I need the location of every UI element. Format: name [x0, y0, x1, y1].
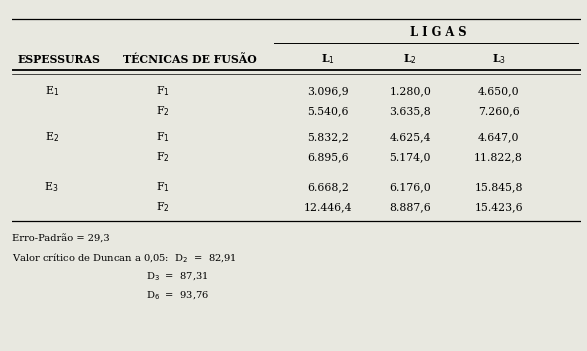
Text: 4.650,0: 4.650,0	[478, 87, 519, 97]
Text: 15.845,8: 15.845,8	[474, 182, 523, 192]
Text: 6.895,6: 6.895,6	[307, 152, 349, 162]
Text: F$_2$: F$_2$	[156, 105, 170, 118]
Text: L$_3$: L$_3$	[491, 52, 505, 66]
Text: L$_2$: L$_2$	[403, 52, 417, 66]
Text: 4.625,4: 4.625,4	[390, 132, 431, 142]
Text: 8.887,6: 8.887,6	[389, 202, 431, 212]
Text: 3.096,9: 3.096,9	[307, 87, 349, 97]
Text: ESPESSURAS: ESPESSURAS	[18, 54, 100, 65]
Text: 11.822,8: 11.822,8	[474, 152, 523, 162]
Text: F$_1$: F$_1$	[156, 85, 170, 99]
Text: 5.540,6: 5.540,6	[307, 106, 349, 117]
Text: 1.280,0: 1.280,0	[389, 87, 431, 97]
Text: 6.176,0: 6.176,0	[389, 182, 431, 192]
Text: Valor crítico de Duncan a 0,05:  D$_2$  =  82,91: Valor crítico de Duncan a 0,05: D$_2$ = …	[12, 251, 237, 265]
Text: E$_2$: E$_2$	[45, 130, 59, 144]
Text: D$_6$  =  93,76: D$_6$ = 93,76	[146, 290, 209, 302]
Text: F$_1$: F$_1$	[156, 130, 170, 144]
Text: 12.446,4: 12.446,4	[303, 202, 352, 212]
Text: 6.668,2: 6.668,2	[307, 182, 349, 192]
Text: 15.423,6: 15.423,6	[474, 202, 523, 212]
Text: 4.647,0: 4.647,0	[478, 132, 519, 142]
Text: E$_1$: E$_1$	[45, 85, 59, 99]
Text: L I G A S: L I G A S	[410, 26, 467, 39]
Text: 3.635,8: 3.635,8	[389, 106, 431, 117]
Text: TÉCNICAS DE FUSÃO: TÉCNICAS DE FUSÃO	[123, 54, 257, 65]
Text: L$_1$: L$_1$	[321, 52, 335, 66]
Text: F$_1$: F$_1$	[156, 180, 170, 194]
Text: F$_2$: F$_2$	[156, 150, 170, 164]
Text: 5.174,0: 5.174,0	[390, 152, 431, 162]
Text: D$_3$  =  87,31: D$_3$ = 87,31	[146, 271, 208, 283]
Text: E$_3$: E$_3$	[45, 180, 59, 194]
Text: 7.260,6: 7.260,6	[478, 106, 519, 117]
Text: F$_2$: F$_2$	[156, 200, 170, 214]
Text: Erro-Padrão = 29,3: Erro-Padrão = 29,3	[12, 234, 109, 244]
Text: 5.832,2: 5.832,2	[307, 132, 349, 142]
